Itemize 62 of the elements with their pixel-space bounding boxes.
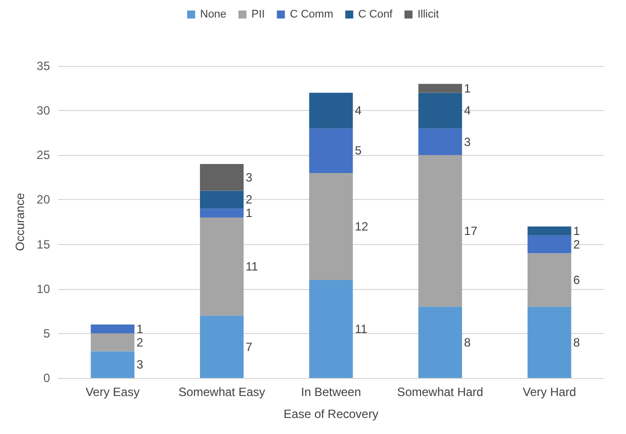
- bar: [418, 306, 462, 378]
- data-label: 11: [354, 322, 368, 336]
- bar: [200, 218, 244, 316]
- data-label: 2: [246, 192, 253, 207]
- bar: [90, 351, 134, 378]
- y-tick-label: 25: [36, 148, 50, 162]
- legend-label: Illicit: [417, 8, 439, 20]
- y-tick-label: 15: [36, 237, 50, 252]
- data-label: 3: [464, 134, 472, 149]
- x-axis-title: Ease of Recovery: [284, 407, 378, 421]
- y-tick-label: 30: [36, 104, 50, 118]
- data-label: 17: [464, 224, 478, 238]
- data-label: 4: [464, 104, 472, 118]
- bar: [418, 92, 462, 128]
- data-label: 3: [136, 358, 144, 372]
- data-label: 4: [354, 104, 362, 118]
- data-label: 1: [573, 224, 580, 238]
- bar: [200, 164, 244, 191]
- data-label: 3: [246, 170, 253, 184]
- x-tick-label: Somewhat Easy: [178, 385, 266, 399]
- data-label: 8: [464, 335, 472, 350]
- bar: [418, 84, 462, 93]
- bar: [90, 324, 134, 334]
- legend-label: PII: [251, 8, 265, 20]
- bar: [418, 155, 462, 307]
- y-tick-label: 10: [36, 282, 50, 296]
- bar: [200, 190, 244, 209]
- data-label: 1: [136, 322, 144, 336]
- data-label: 12: [354, 219, 369, 234]
- bar: [90, 333, 134, 352]
- data-label: 5: [354, 144, 362, 158]
- x-tick-label: In Between: [300, 385, 362, 399]
- legend-label: C Comm: [290, 8, 334, 20]
- data-label: 1: [246, 206, 253, 220]
- bar: [418, 128, 462, 156]
- x-tick-label: Very Easy: [86, 385, 140, 399]
- bar: [200, 316, 244, 378]
- data-label: 11: [246, 260, 258, 274]
- data-label: 2: [136, 335, 144, 350]
- y-axis-title: Occurance: [12, 192, 27, 252]
- data-label: 2: [573, 237, 580, 252]
- y-tick-label: 5: [43, 326, 50, 340]
- y-tick-label: 20: [36, 192, 50, 207]
- x-tick-label: Somewhat Hard: [397, 385, 484, 399]
- legend-label: None: [200, 8, 226, 20]
- data-label: 1: [464, 81, 472, 96]
- y-tick-label: 0: [43, 371, 50, 385]
- bar: [528, 306, 572, 378]
- bar: [528, 235, 572, 254]
- bar: [528, 226, 572, 236]
- bar: [200, 208, 244, 218]
- bar: [309, 172, 353, 280]
- x-tick-label: Very Hard: [522, 385, 576, 399]
- legend-label: C Conf: [358, 8, 394, 20]
- bar: [309, 128, 353, 173]
- bar: [528, 253, 572, 307]
- bar: [309, 280, 353, 378]
- bar: [309, 92, 353, 128]
- data-label: 7: [246, 340, 253, 354]
- data-label: 8: [573, 335, 580, 350]
- data-label: 6: [573, 272, 580, 287]
- y-tick-label: 35: [36, 59, 50, 73]
